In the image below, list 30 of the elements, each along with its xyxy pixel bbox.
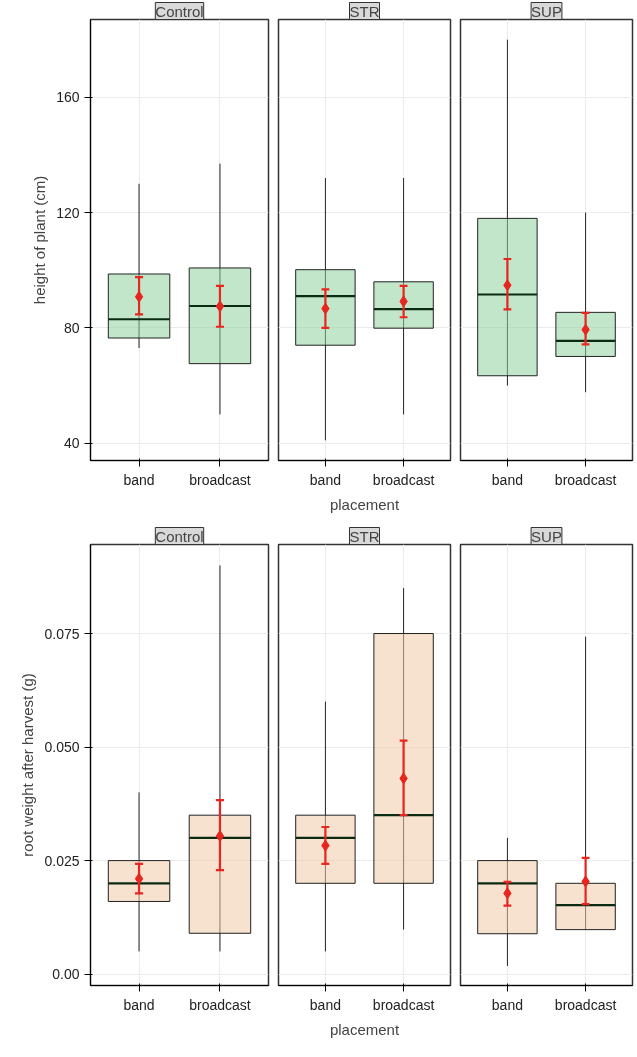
y-tick-label: 80 <box>63 319 80 336</box>
x-axis-title: placement <box>329 495 400 513</box>
y-tick-label: 0.075 <box>44 625 80 642</box>
y-tick-label: 0.050 <box>44 739 80 756</box>
y-tick-label: 0.025 <box>44 852 80 869</box>
x-tick-label: band <box>491 996 523 1013</box>
chart-title: Control <box>155 2 204 20</box>
x-tick-label: band <box>309 471 341 488</box>
y-tick-label: 40 <box>63 435 80 452</box>
x-tick-label: band <box>123 996 155 1013</box>
x-tick-label: broadcast <box>554 996 617 1013</box>
chart-title: SUP <box>531 2 562 20</box>
chart-title: STR <box>349 527 380 545</box>
chart-title: SUP <box>531 527 562 545</box>
chart-title: Control <box>155 527 204 545</box>
x-axis-title: placement <box>329 1020 400 1038</box>
y-axis-title: root weight after harvest (g) <box>19 673 37 857</box>
y-tick-label: 160 <box>56 89 80 106</box>
x-tick-label: band <box>491 471 523 488</box>
x-tick-label: broadcast <box>372 471 435 488</box>
y-tick-label: 0.00 <box>52 966 80 983</box>
x-tick-label: broadcast <box>189 996 251 1013</box>
y-tick-label: 120 <box>56 204 80 221</box>
x-tick-label: band <box>123 471 155 488</box>
x-tick-label: band <box>309 996 341 1013</box>
x-tick-label: broadcast <box>372 996 435 1013</box>
x-tick-label: broadcast <box>554 471 617 488</box>
y-axis-title: height of plant (cm) <box>31 175 49 305</box>
chart-title: STR <box>349 2 380 20</box>
x-tick-label: broadcast <box>189 471 251 488</box>
